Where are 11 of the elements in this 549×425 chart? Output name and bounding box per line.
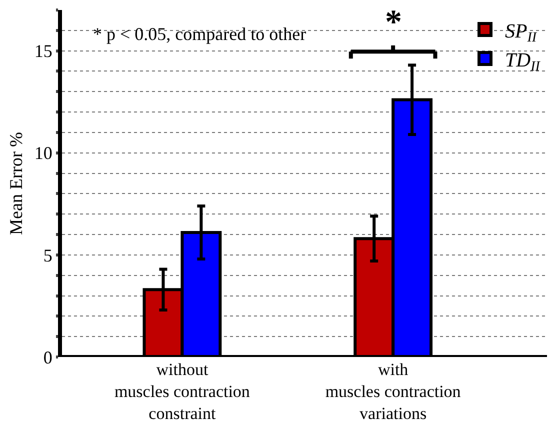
- legend-label: SP$_{II}$: [505, 20, 538, 46]
- y-axis-title: Mean Error %: [6, 132, 26, 235]
- annotation: *: [385, 4, 402, 41]
- y-tick-label: 5: [43, 245, 52, 266]
- y-tick-label: 15: [34, 41, 52, 62]
- y-tick-label: 0: [43, 347, 52, 368]
- annotation: * p < 0.05, compared to other: [93, 24, 306, 44]
- legend-label: TD$_{II}$: [505, 49, 542, 74]
- x-tick-label: with muscles contraction variations: [325, 360, 462, 424]
- y-tick-label: 10: [34, 143, 52, 164]
- x-tick-label: without muscles contraction constraint: [114, 360, 250, 424]
